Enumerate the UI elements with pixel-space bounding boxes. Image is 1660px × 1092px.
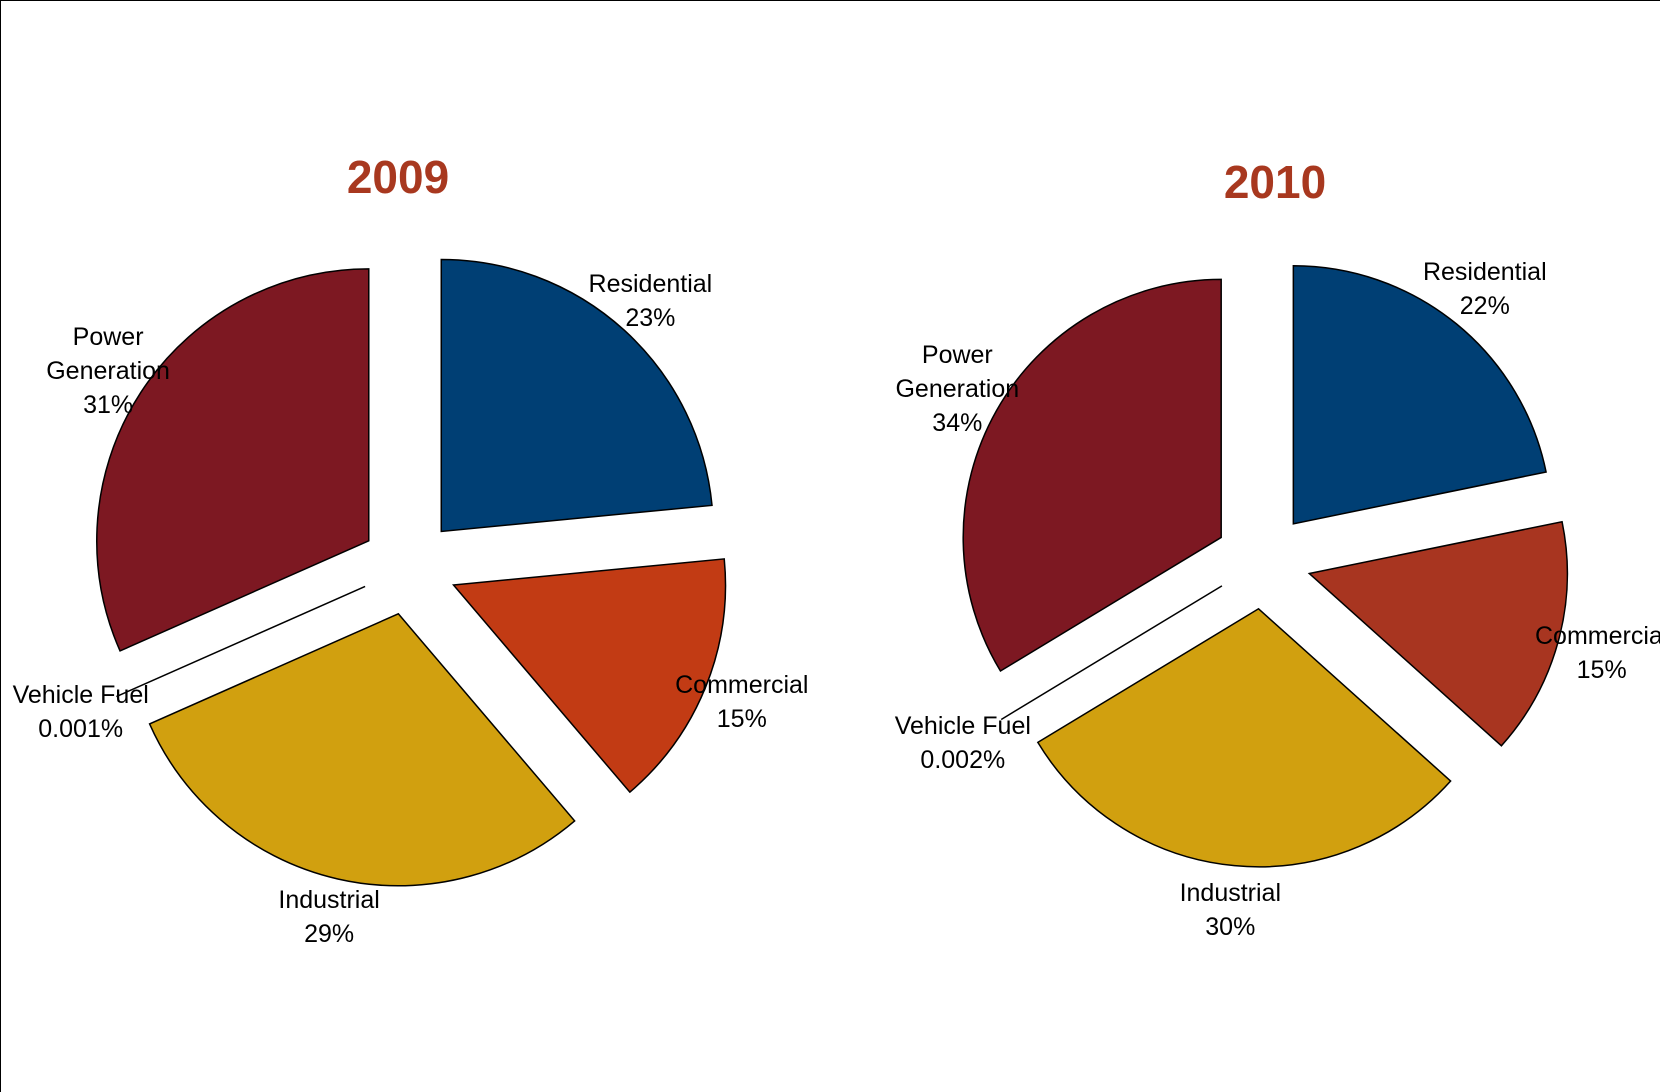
category-label: Industrial: [1179, 879, 1282, 908]
category-label: Commercial: [675, 670, 809, 699]
slice-label: Commercial 15%: [657, 668, 827, 736]
chart-title: 2009: [347, 151, 449, 203]
pie-slice: [440, 258, 713, 533]
category-label: Vehicle Fuel: [12, 681, 149, 710]
pie-slice: [1292, 265, 1547, 525]
category-label: Commercial: [1535, 621, 1660, 650]
chart-title: 2010: [1224, 156, 1326, 208]
pie-slice: [451, 558, 727, 794]
slice-label: Industrial 29%: [244, 883, 414, 951]
slice-label: Vehicle Fuel 0.001%: [1, 678, 166, 746]
slice-label: Commercial 15%: [1517, 619, 1660, 687]
pie-slice: [1307, 520, 1569, 747]
pie-slice: [148, 612, 576, 887]
category-label: Vehicle Fuel: [894, 711, 1031, 740]
value-label: 31%: [83, 391, 134, 420]
value-label: 22%: [1459, 292, 1510, 321]
value-label: 0.002%: [920, 745, 1006, 774]
value-label: 15%: [1576, 655, 1627, 684]
slice-label: Industrial 30%: [1145, 876, 1315, 944]
pie-slice: [116, 585, 366, 698]
value-label: 0.001%: [38, 715, 124, 744]
value-label: 34%: [932, 408, 983, 437]
pie-slice: [1036, 607, 1452, 868]
category-label: Power Generation: [46, 323, 170, 386]
value-label: 23%: [625, 304, 676, 333]
slice-label: Vehicle Fuel 0.002%: [878, 709, 1048, 777]
slice-label: Residential 23%: [565, 267, 735, 335]
slice-label: Residential 22%: [1400, 255, 1570, 323]
category-label: Power Generation: [895, 340, 1020, 403]
pie-slice: [96, 268, 370, 652]
pie-slice: [962, 278, 1222, 673]
category-label: Industrial: [278, 886, 380, 915]
slice-label: Power Generation 34%: [872, 338, 1042, 440]
slice-label: Power Generation 31%: [23, 320, 193, 422]
value-label: 15%: [716, 704, 767, 733]
value-label: 30%: [1205, 913, 1256, 942]
category-label: Residential: [1422, 258, 1547, 287]
category-label: Residential: [588, 270, 713, 299]
pie-slice: [1000, 585, 1223, 721]
value-label: 29%: [304, 920, 355, 949]
